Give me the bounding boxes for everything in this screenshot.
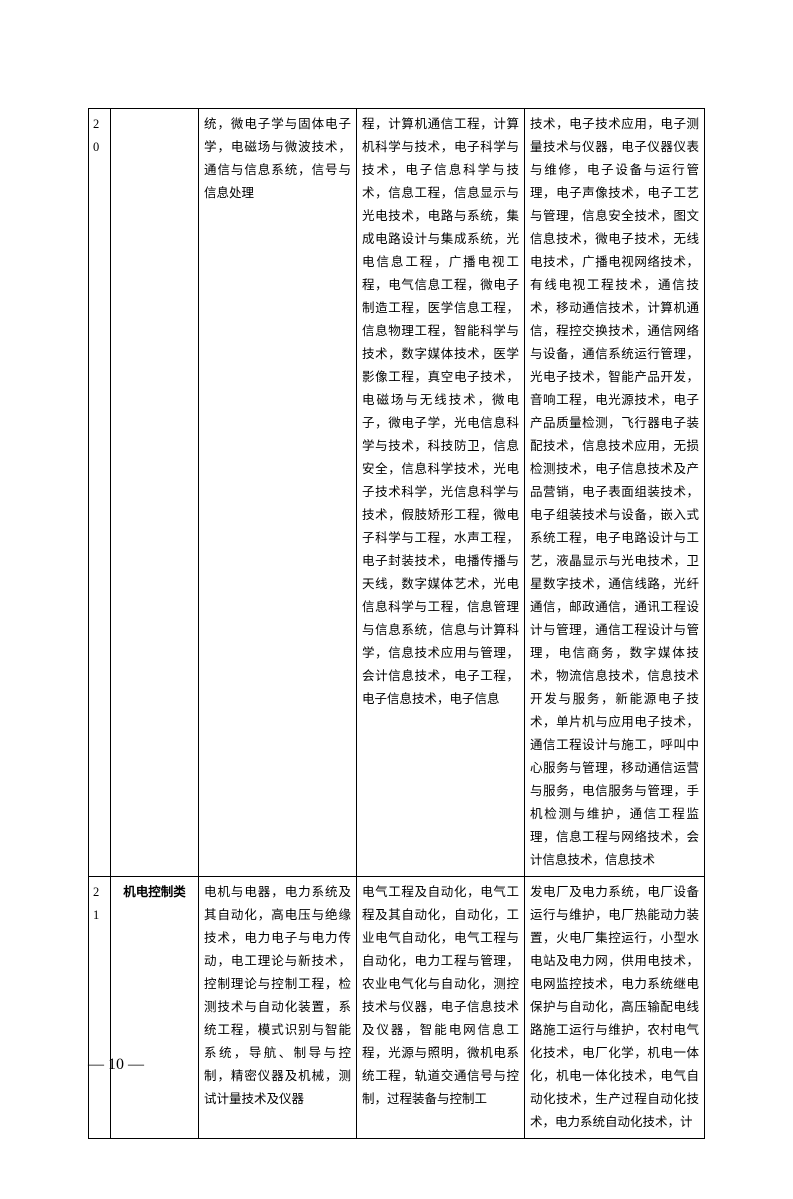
row-category [111,109,199,877]
row-col4: 电气工程及自动化，电气工程及其自动化，自动化，工业电气自动化，电气工程与自动化，… [357,877,525,1139]
row-col5: 发电厂及电力系统，电厂设备运行与维护，电厂热能动力装置，火电厂集控运行，小型水电… [525,877,705,1139]
row-col3: 统，微电子学与固体电子学，电磁场与微波技术，通信与信息系统，信号与信息处理 [199,109,357,877]
row-category: 机电控制类 [111,877,199,1139]
row-col3: 电机与电器，电力系统及其自动化，高电压与绝缘技术，电力电子与电力传动，电工理论与… [199,877,357,1139]
table-row: 2 0 统，微电子学与固体电子学，电磁场与微波技术，通信与信息系统，信号与信息处… [89,109,705,877]
row-index: 2 1 [89,877,111,1139]
table-row: 2 1 机电控制类 电机与电器，电力系统及其自动化，高电压与绝缘技术，电力电子与… [89,877,705,1139]
page-number: — 10 — [88,1056,144,1074]
content-table: 2 0 统，微电子学与固体电子学，电磁场与微波技术，通信与信息系统，信号与信息处… [88,108,705,1139]
document-page: 2 0 统，微电子学与固体电子学，电磁场与微波技术，通信与信息系统，信号与信息处… [0,0,793,1199]
row-col5: 技术，电子技术应用，电子测量技术与仪器，电子仪器仪表与维修，电子设备与运行管理，… [525,109,705,877]
row-index: 2 0 [89,109,111,877]
row-col4: 程，计算机通信工程，计算机科学与技术，电子科学与技术，电子信息科学与技术，信息工… [357,109,525,877]
